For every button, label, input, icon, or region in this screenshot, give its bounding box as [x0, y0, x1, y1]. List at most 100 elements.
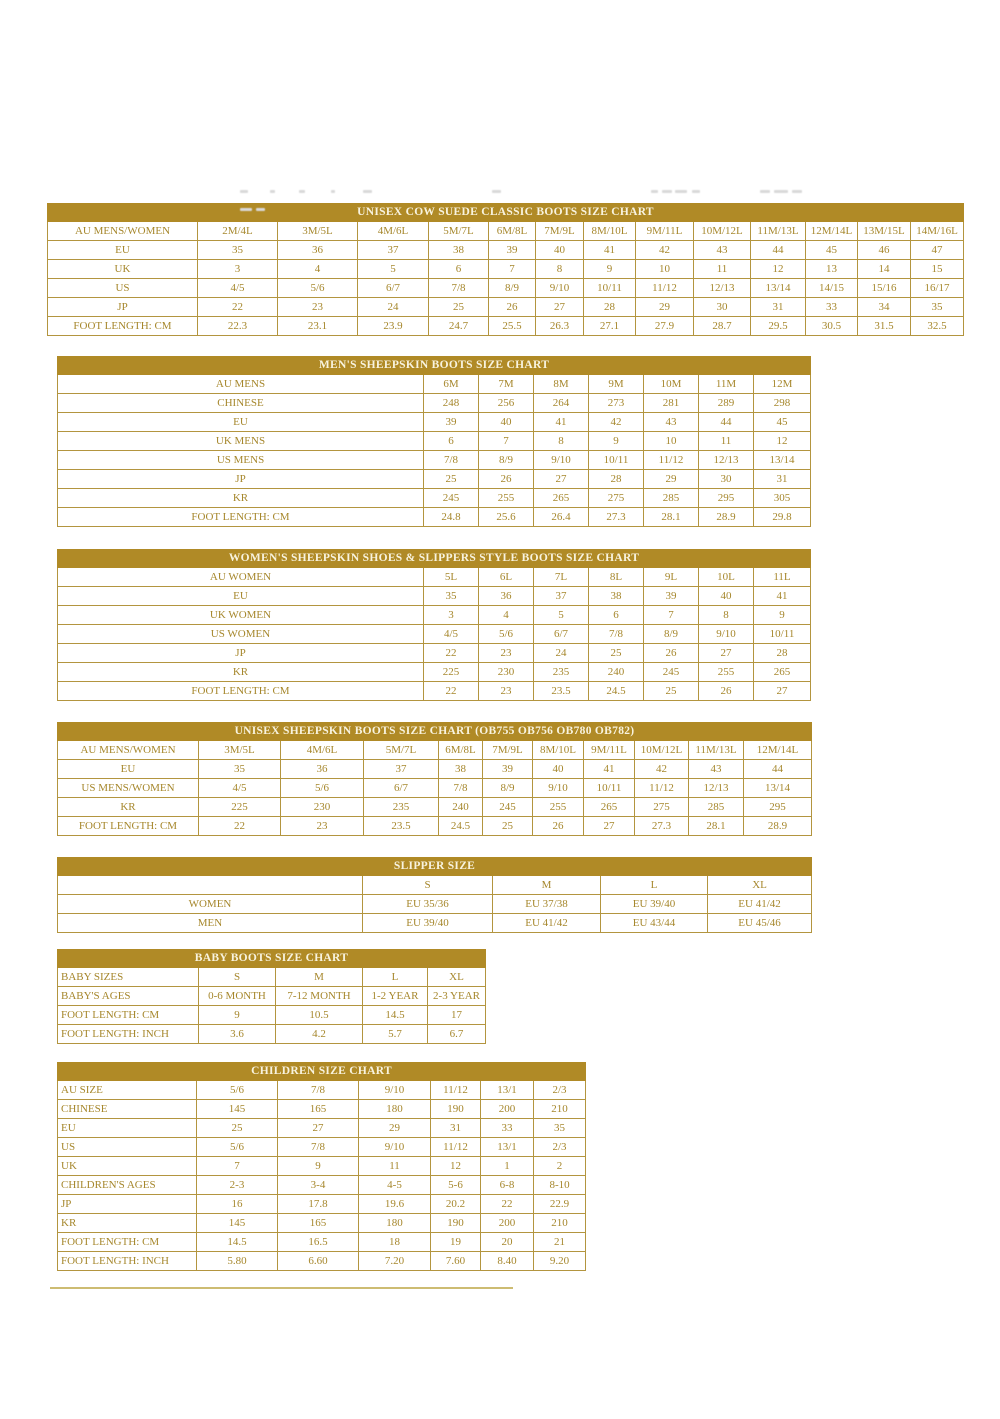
table-row: CHINESE 248 256 264 273 281 289 298: [57, 393, 812, 413]
table-title: UNISEX COW SUEDE CLASSIC BOOTS SIZE CHAR…: [46, 203, 965, 222]
size-cell: 9/10: [533, 450, 589, 470]
size-cell: 10M: [643, 374, 699, 394]
size-cell: 29: [358, 1118, 431, 1138]
size-cell: 235: [533, 662, 589, 682]
size-cell: 47: [909, 240, 965, 260]
size-cell: 275: [588, 488, 644, 508]
table-row: FOOT LENGTH: INCH 5.80 6.60 7.20 7.60 8.40 9.2…: [57, 1251, 587, 1271]
size-cell: 39: [423, 412, 479, 432]
size-cell: 11: [358, 1156, 431, 1176]
size-cell: 235: [363, 797, 439, 817]
size-cell: 10M/12L: [634, 740, 689, 760]
size-cell: 14.5: [196, 1232, 278, 1252]
size-cell: 13/1: [480, 1137, 534, 1157]
size-cell: 225: [198, 797, 281, 817]
size-cell: 1-2 YEAR: [362, 986, 428, 1006]
row-label: JP: [57, 643, 424, 663]
size-cell: 39: [643, 586, 699, 606]
size-cell: 31: [430, 1118, 481, 1138]
size-cell: 230: [280, 797, 364, 817]
size-cell: 248: [423, 393, 479, 413]
size-cell: 20.2: [430, 1194, 481, 1214]
size-cell: 9.20: [532, 1251, 587, 1271]
size-cell: 190: [430, 1099, 481, 1119]
table-row: US MENS 7/8 8/9 9/10 10/11 11/12 12/13 13/14: [57, 450, 812, 470]
size-cell: 5: [357, 259, 429, 279]
row-label: AU MENS/WOMEN: [57, 740, 199, 760]
size-cell: 22: [423, 643, 479, 663]
size-cell: 26: [478, 469, 534, 489]
size-cell: 28.9: [743, 816, 812, 836]
size-cell: 39: [488, 240, 536, 260]
size-cell: 38: [438, 759, 483, 779]
table-row: FOOT LENGTH: CM 22 23 23.5 24.5 25 26 27: [57, 681, 811, 701]
table-row: JP 25 26 27 28 29 30 31: [57, 469, 812, 489]
size-cell: 38: [428, 240, 489, 260]
size-cell: 17.8: [277, 1194, 359, 1214]
row-label: UK: [57, 1156, 197, 1176]
size-cell: 16.5: [277, 1232, 359, 1252]
size-cell: 28: [583, 297, 636, 317]
size-cell: 40: [698, 586, 754, 606]
size-cell: 5/6: [478, 624, 534, 644]
size-cell: 28: [588, 469, 644, 489]
size-cell: 26: [488, 297, 536, 317]
size-cell: 9: [198, 1005, 276, 1025]
row-label: AU MENS: [57, 374, 424, 394]
size-cell: 23: [478, 681, 534, 701]
size-cell: 2-3 YEAR: [426, 986, 487, 1006]
size-cell: 14M/16L: [909, 221, 965, 241]
faded-header-text: [240, 182, 820, 211]
table-row: EU 25 27 29 31 33 35: [57, 1118, 587, 1138]
size-cell: 22.3: [197, 316, 278, 336]
size-cell: 8: [698, 605, 754, 625]
row-label: US MENS/WOMEN: [57, 778, 199, 798]
table-row: BABY'S AGES 0-6 MONTH 7-12 MONTH 1-2 YEAR 2-…: [57, 986, 487, 1006]
size-cell: 25.5: [488, 316, 536, 336]
size-cell: 23: [277, 297, 358, 317]
size-cell: 4.2: [275, 1024, 363, 1044]
size-cell: 240: [438, 797, 483, 817]
table-title-row: BABY BOOTS SIZE CHART: [56, 949, 487, 968]
size-cell: 240: [588, 662, 644, 682]
table-row: JP 16 17.8 19.6 20.2 22 22.9: [57, 1194, 587, 1214]
table-row: EU 35 36 37 38 39 40 41 42 43 44: [57, 759, 812, 779]
table-title-row: WOMEN'S SHEEPSKIN SHOES & SLIPPERS STYLE…: [57, 549, 811, 568]
row-label: BABY'S AGES: [57, 986, 199, 1006]
size-cell: 256: [478, 393, 534, 413]
table-row: US WOMEN 4/5 5/6 6/7 7/8 8/9 9/10 10/11: [57, 624, 811, 644]
size-cell: 210: [532, 1213, 587, 1233]
row-label: CHILDREN'S AGES: [57, 1175, 197, 1195]
size-cell: 6L: [478, 567, 534, 587]
size-cell: 15: [909, 259, 965, 279]
size-cell: 40: [478, 412, 534, 432]
row-label: JP: [57, 469, 424, 489]
size-cell: 35: [909, 297, 965, 317]
table-title-row: UNISEX COW SUEDE CLASSIC BOOTS SIZE CHAR…: [46, 203, 965, 222]
size-cell: 0-6 MONTH: [198, 986, 276, 1006]
table-row: KR 145 165 180 190 200 210: [57, 1213, 587, 1233]
size-cell: EU 41/42: [492, 913, 601, 933]
size-cell: 37: [533, 586, 589, 606]
size-cell: 26.3: [535, 316, 584, 336]
size-cell: 12/13: [698, 450, 754, 470]
size-cell: 4/5: [197, 278, 278, 298]
row-label: US: [47, 278, 198, 298]
table-title: SLIPPER SIZE: [56, 857, 813, 876]
size-cell: 8/9: [478, 450, 534, 470]
size-cell: 44: [750, 240, 806, 260]
table-row: UK MENS 6 7 8 9 10 11 12: [57, 431, 812, 451]
table-row: US 4/5 5/6 6/7 7/8 8/9 9/10 10/11 11/12 12/13 13/1…: [47, 278, 965, 298]
table-row: FOOT LENGTH: CM 22.3 23.1 23.9 24.7 25.5 26.3 2…: [47, 316, 965, 336]
size-cell: 180: [358, 1213, 431, 1233]
size-cell: 4/5: [423, 624, 479, 644]
size-cell: 30: [693, 297, 751, 317]
size-cell: 11/12: [430, 1080, 481, 1100]
table-children-size: CHILDREN SIZE CHART AU SIZE 5/6 7/8 9/10 11/1…: [56, 1062, 587, 1271]
size-cell: 42: [634, 759, 689, 779]
size-cell: 28.1: [643, 507, 699, 527]
size-tables-container: UNISEX COW SUEDE CLASSIC BOOTS SIZE CHAR…: [46, 203, 965, 1271]
size-cell: 9/10: [535, 278, 584, 298]
size-cell: 25.6: [478, 507, 534, 527]
size-cell: 5/6: [277, 278, 358, 298]
